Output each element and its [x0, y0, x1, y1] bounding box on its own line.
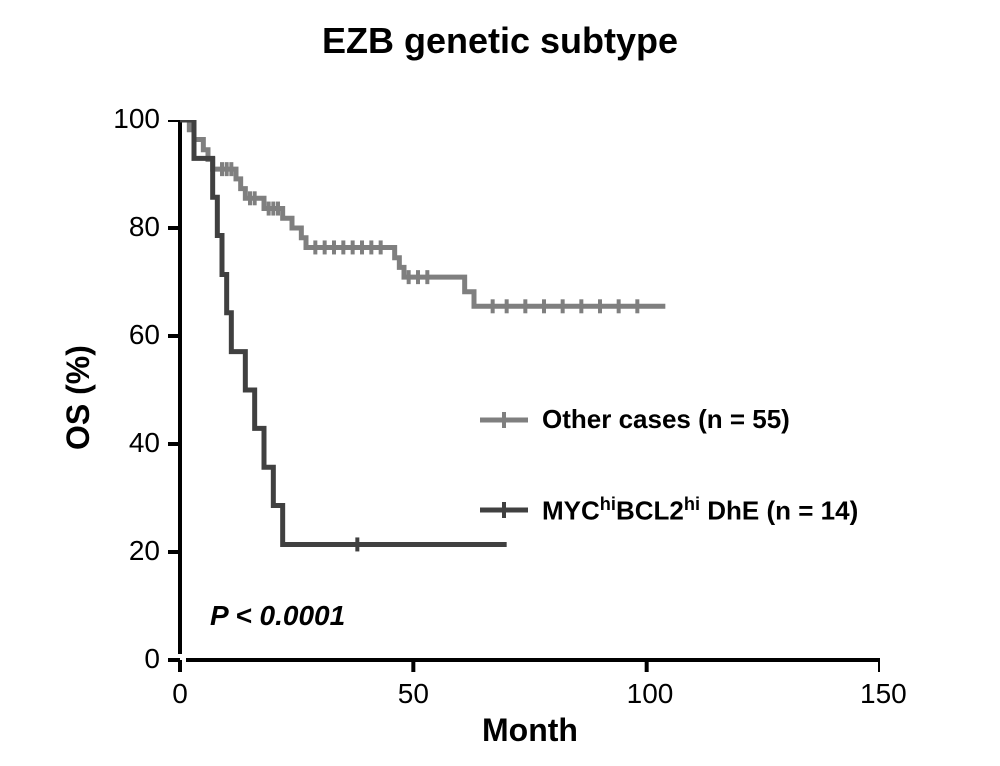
- y-tick-label: 0: [144, 643, 160, 675]
- p-value-annotation: P < 0.0001: [210, 600, 345, 632]
- x-tick-label: 0: [160, 678, 200, 710]
- x-tick-label: 50: [393, 678, 433, 710]
- legend-swatch-dhe: [480, 500, 528, 520]
- km-curve-dhe: [180, 120, 507, 544]
- y-tick-label: 40: [129, 427, 160, 459]
- y-tick-label: 100: [113, 103, 160, 135]
- y-axis-label: OS (%): [60, 345, 97, 450]
- p-value-text: P < 0.0001: [210, 600, 345, 631]
- km-curve-other: [180, 120, 665, 306]
- x-axis-label: Month: [180, 712, 880, 749]
- y-tick-label: 80: [129, 211, 160, 243]
- x-tick-label: 100: [627, 678, 667, 710]
- y-tick-label: 60: [129, 319, 160, 351]
- x-tick-label: 150: [860, 678, 900, 710]
- legend-label-other: Other cases (n = 55): [542, 404, 790, 435]
- figure-container: EZB genetic subtype OS (%) Month P < 0.0…: [0, 0, 1000, 766]
- legend-swatch-other: [480, 410, 528, 430]
- survival-chart: [160, 120, 880, 680]
- chart-title: EZB genetic subtype: [0, 20, 1000, 62]
- y-tick-label: 20: [129, 535, 160, 567]
- legend-label-dhe: MYChiBCL2hi DhE (n = 14): [542, 494, 858, 527]
